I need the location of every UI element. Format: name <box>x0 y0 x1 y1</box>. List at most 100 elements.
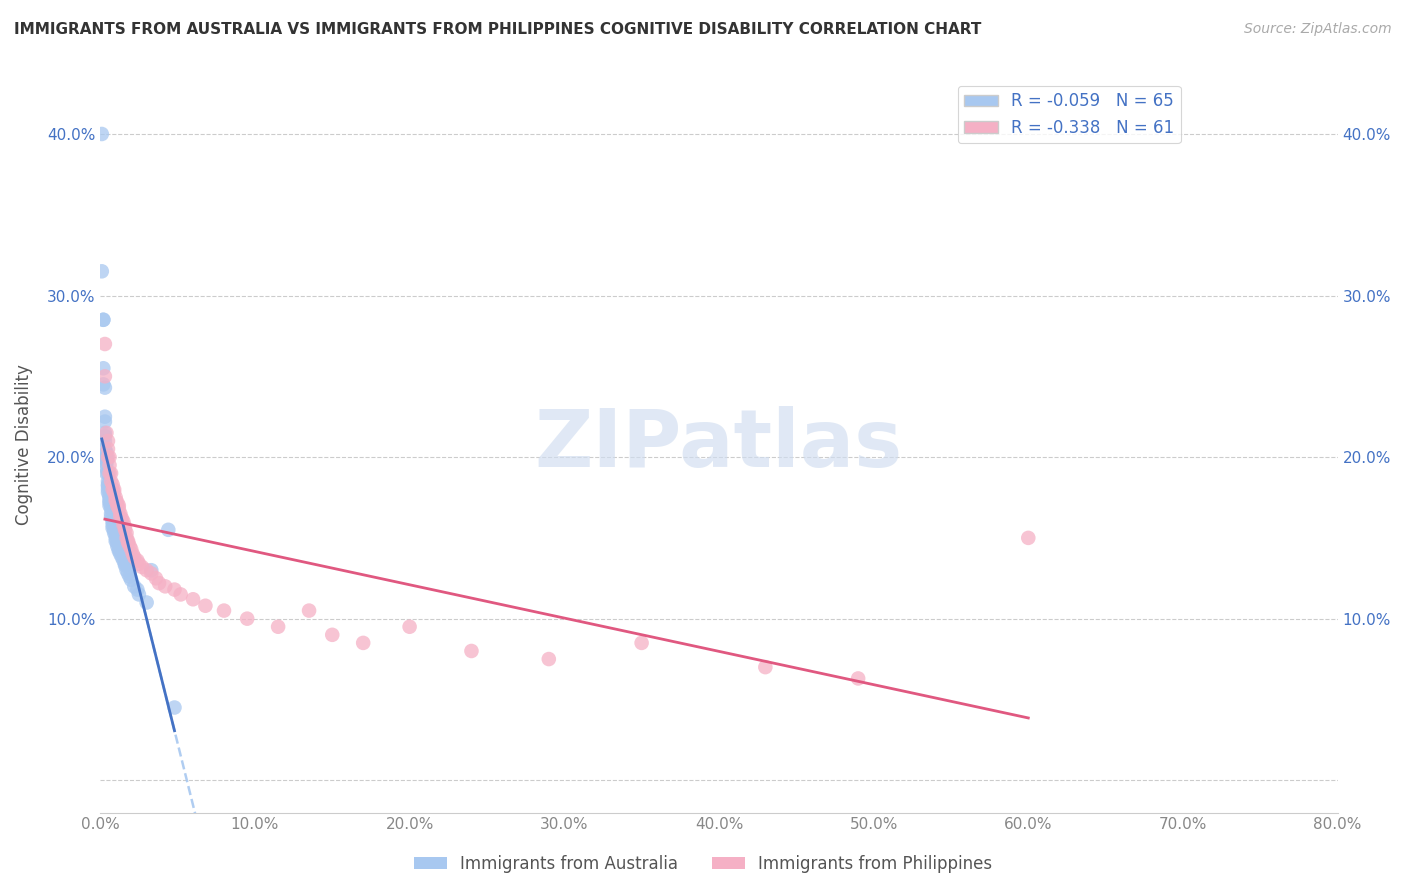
Point <box>110 507 132 521</box>
Point <box>398 620 420 634</box>
Point <box>97 485 120 500</box>
Point <box>1017 531 1039 545</box>
Point <box>110 509 132 524</box>
Point <box>114 558 136 573</box>
Point <box>148 576 170 591</box>
Point <box>103 526 125 541</box>
Point <box>94 442 117 456</box>
Point <box>97 450 120 464</box>
Point <box>105 499 128 513</box>
Point <box>114 557 136 571</box>
Point <box>98 491 121 505</box>
Point <box>120 542 142 557</box>
Point <box>108 499 131 513</box>
Point <box>100 499 122 513</box>
Point <box>121 547 143 561</box>
Legend: R = -0.059   N = 65, R = -0.338   N = 61: R = -0.059 N = 65, R = -0.338 N = 61 <box>957 86 1181 144</box>
Point <box>117 535 139 549</box>
Point <box>117 534 139 549</box>
Point <box>90 127 112 141</box>
Point <box>96 450 118 464</box>
Point <box>103 485 125 500</box>
Point <box>104 527 127 541</box>
Point <box>98 495 121 509</box>
Point <box>101 511 124 525</box>
Point <box>97 467 120 481</box>
Point <box>120 573 142 587</box>
Point <box>104 534 127 549</box>
Point <box>141 566 163 581</box>
Point <box>96 445 118 459</box>
Point <box>93 312 115 326</box>
Point <box>98 467 121 481</box>
Point <box>112 518 135 533</box>
Point <box>114 523 136 537</box>
Point <box>460 644 482 658</box>
Point <box>98 458 121 473</box>
Point <box>96 425 118 440</box>
Point <box>100 509 122 524</box>
Point <box>100 467 122 481</box>
Legend: Immigrants from Australia, Immigrants from Philippines: Immigrants from Australia, Immigrants fr… <box>406 848 1000 880</box>
Point <box>127 582 149 597</box>
Point <box>127 553 149 567</box>
Point <box>103 483 125 497</box>
Point <box>94 369 117 384</box>
Point <box>298 604 321 618</box>
Point <box>100 501 122 516</box>
Point <box>105 535 128 549</box>
Point <box>846 672 869 686</box>
Point <box>94 381 117 395</box>
Point <box>108 501 131 516</box>
Point <box>124 579 146 593</box>
Point <box>97 434 120 448</box>
Point <box>105 495 128 509</box>
Point <box>98 489 121 503</box>
Point <box>110 547 132 561</box>
Point <box>101 518 124 533</box>
Point <box>96 453 118 467</box>
Point <box>128 557 150 571</box>
Point <box>124 550 146 565</box>
Point <box>94 409 117 424</box>
Point <box>108 542 131 557</box>
Point <box>94 434 117 448</box>
Point <box>754 660 776 674</box>
Point <box>212 604 235 618</box>
Point <box>96 457 118 471</box>
Point <box>112 553 135 567</box>
Point <box>94 425 117 440</box>
Point <box>115 526 138 541</box>
Point <box>97 475 120 489</box>
Point <box>93 312 115 326</box>
Point <box>194 599 217 613</box>
Point <box>118 569 141 583</box>
Point <box>630 636 652 650</box>
Point <box>96 453 118 467</box>
Point <box>96 461 118 475</box>
Point <box>101 521 124 535</box>
Point <box>90 264 112 278</box>
Point <box>267 620 290 634</box>
Point <box>114 519 136 533</box>
Point <box>94 337 117 351</box>
Point <box>94 415 117 429</box>
Point <box>100 475 122 489</box>
Point <box>157 523 180 537</box>
Point <box>321 628 343 642</box>
Point <box>163 582 186 597</box>
Point <box>103 523 125 537</box>
Point <box>537 652 560 666</box>
Point <box>135 563 157 577</box>
Text: ZIPatlas: ZIPatlas <box>534 406 903 484</box>
Point <box>98 499 121 513</box>
Point <box>115 563 138 577</box>
Point <box>104 493 127 508</box>
Point <box>236 612 259 626</box>
Point <box>135 595 157 609</box>
Y-axis label: Cognitive Disability: Cognitive Disability <box>15 365 32 525</box>
Point <box>170 587 193 601</box>
Point <box>97 483 120 497</box>
Point <box>155 579 177 593</box>
Point <box>93 361 115 376</box>
